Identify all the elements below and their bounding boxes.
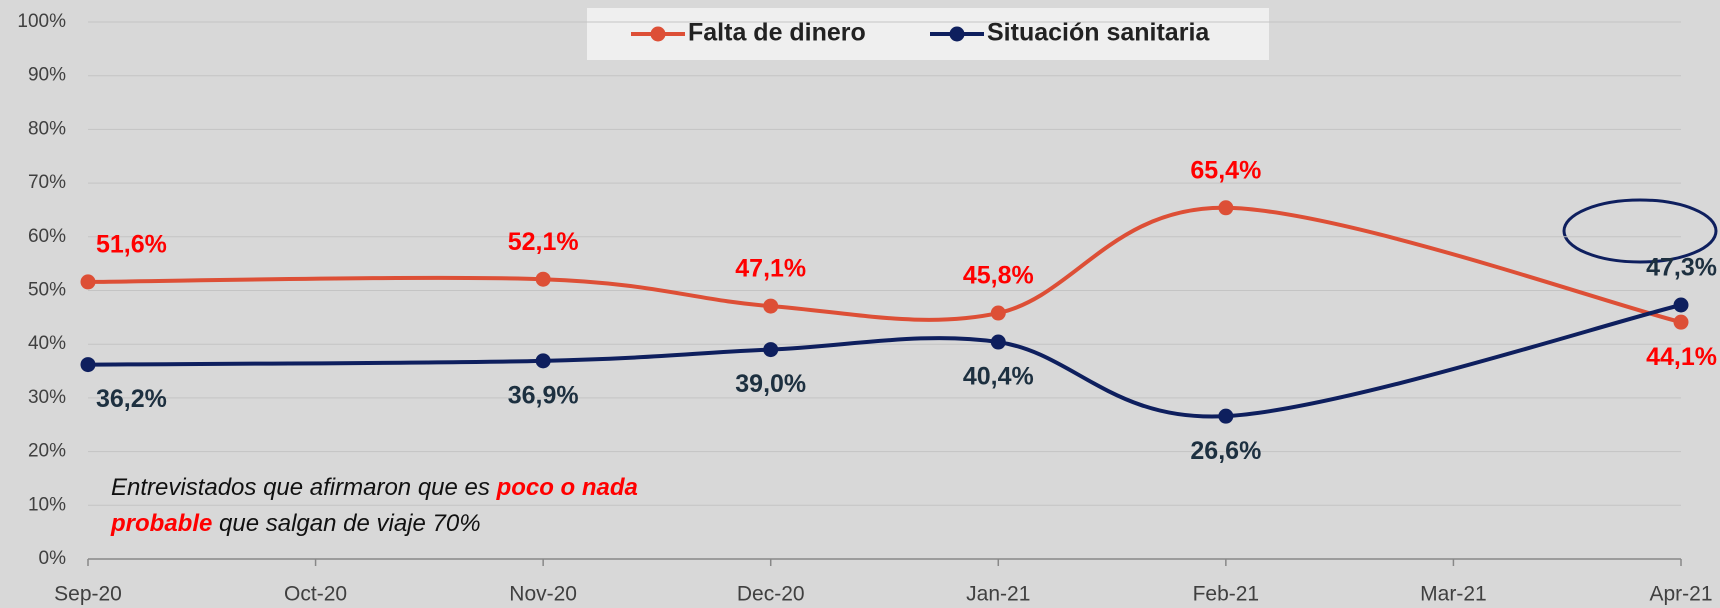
y-tick-label: 60% xyxy=(28,226,66,247)
y-tick-label: 40% xyxy=(28,333,66,354)
legend-marker xyxy=(950,27,965,42)
x-tick-label: Nov-20 xyxy=(509,583,577,606)
data-label: 47,3% xyxy=(1646,254,1717,282)
data-label: 39,0% xyxy=(735,370,806,398)
data-label: 44,1% xyxy=(1646,343,1717,371)
x-tick-label: Sep-20 xyxy=(54,583,122,606)
x-tick-label: Feb-21 xyxy=(1193,583,1260,606)
legend-marker xyxy=(651,27,666,42)
legend-label: Falta de dinero xyxy=(688,19,866,47)
marker xyxy=(81,357,96,372)
data-label: 45,8% xyxy=(963,262,1034,290)
annotation-text: Entrevistados que afirmaron que es xyxy=(111,474,490,501)
annotation-text: que salgan de viaje 70% xyxy=(219,510,481,537)
data-label: 47,1% xyxy=(735,255,806,283)
x-tick-label: Dec-20 xyxy=(737,583,805,606)
data-label: 40,4% xyxy=(963,363,1034,391)
annotation: Entrevistados que afirmaron que es poco … xyxy=(111,470,651,542)
marker xyxy=(536,353,551,368)
legend-label: Situación sanitaria xyxy=(987,19,1210,47)
marker xyxy=(536,272,551,287)
data-label: 52,1% xyxy=(508,228,579,256)
marker xyxy=(1218,409,1233,424)
y-tick-label: 20% xyxy=(28,441,66,462)
y-tick-label: 0% xyxy=(39,548,67,569)
marker xyxy=(1674,297,1689,312)
marker xyxy=(991,306,1006,321)
y-tick-label: 80% xyxy=(28,118,66,139)
y-tick-label: 30% xyxy=(28,387,66,408)
marker xyxy=(763,342,778,357)
marker xyxy=(991,335,1006,350)
marker xyxy=(1218,200,1233,215)
y-tick-label: 90% xyxy=(28,65,66,86)
data-label: 51,6% xyxy=(96,231,167,259)
page: 0% 10% 20% 30% 40% 50% 60% 70% 80% 90% 100% Sep-20 O… xyxy=(0,0,1720,608)
y-tick-label: 10% xyxy=(28,494,66,515)
x-tick-label: Jan-21 xyxy=(966,583,1030,606)
marker xyxy=(1674,315,1689,330)
y-tick-label: 100% xyxy=(17,11,66,32)
marker xyxy=(763,299,778,314)
data-label: 36,2% xyxy=(96,385,167,413)
marker xyxy=(81,274,96,289)
data-label: 26,6% xyxy=(1190,437,1261,465)
x-tick-label: Mar-21 xyxy=(1420,583,1487,606)
data-label: 65,4% xyxy=(1190,156,1261,184)
x-tick-label: Apr-21 xyxy=(1649,583,1712,606)
data-label: 36,9% xyxy=(508,381,579,409)
y-tick-label: 50% xyxy=(28,280,66,301)
x-tick-label: Oct-20 xyxy=(284,583,347,606)
y-tick-label: 70% xyxy=(28,172,66,193)
